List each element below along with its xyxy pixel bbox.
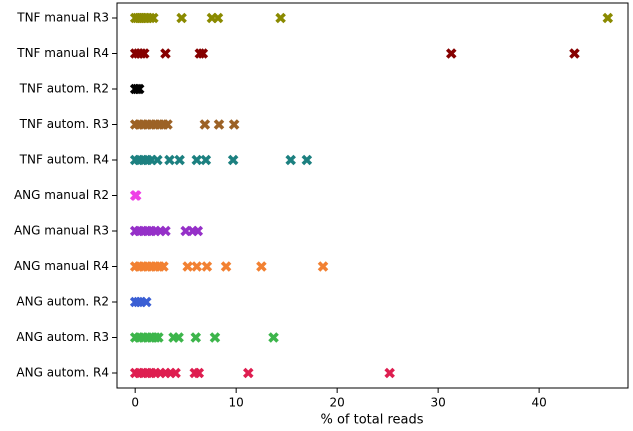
y-tick-label: TNF manual R4 bbox=[16, 46, 109, 60]
y-tick-label: ANG autom. R3 bbox=[16, 330, 109, 344]
point bbox=[317, 261, 329, 272]
point bbox=[174, 154, 185, 166]
y-tick-label: ANG manual R3 bbox=[14, 224, 109, 238]
point bbox=[158, 261, 169, 272]
point bbox=[190, 332, 202, 343]
x-tick-label: 10 bbox=[229, 396, 244, 410]
x-tick-label: 40 bbox=[531, 396, 546, 410]
x-axis-label: % of total reads bbox=[320, 413, 423, 428]
point bbox=[141, 296, 152, 308]
point bbox=[130, 190, 142, 201]
point bbox=[191, 154, 203, 166]
point bbox=[268, 332, 279, 343]
y-tick-label: ANG autom. R2 bbox=[16, 295, 109, 309]
point bbox=[164, 154, 175, 166]
point bbox=[152, 154, 163, 166]
y-tick-label: ANG manual R4 bbox=[14, 259, 109, 273]
y-tick-label: ANG autom. R4 bbox=[16, 366, 109, 380]
point bbox=[170, 367, 181, 379]
point bbox=[192, 225, 204, 237]
point bbox=[301, 154, 313, 166]
plot-frame bbox=[116, 2, 629, 389]
point bbox=[133, 83, 145, 95]
y-tick-label: TNF autom. R3 bbox=[19, 117, 109, 131]
x-tick-label: 30 bbox=[431, 396, 446, 410]
point bbox=[243, 367, 254, 379]
point bbox=[275, 12, 286, 24]
point bbox=[160, 225, 171, 237]
y-tick-label: TNF autom. R2 bbox=[19, 82, 109, 96]
point bbox=[193, 367, 205, 379]
point bbox=[199, 119, 211, 130]
x-tick-label: 0 bbox=[131, 396, 139, 410]
point bbox=[160, 48, 171, 59]
point bbox=[162, 119, 173, 130]
y-tick-label: ANG manual R2 bbox=[14, 188, 109, 202]
point bbox=[209, 332, 221, 343]
point bbox=[227, 154, 239, 166]
point bbox=[191, 261, 203, 272]
point bbox=[256, 261, 267, 272]
y-tick-label: TNF manual R3 bbox=[16, 11, 109, 25]
point bbox=[197, 48, 209, 59]
point bbox=[228, 119, 240, 130]
point bbox=[200, 154, 212, 166]
point bbox=[138, 48, 150, 59]
point bbox=[173, 332, 184, 343]
point bbox=[445, 48, 457, 59]
x-tick-label: 20 bbox=[330, 396, 345, 410]
point bbox=[148, 12, 159, 24]
point bbox=[212, 12, 224, 24]
point bbox=[285, 154, 296, 166]
point bbox=[153, 332, 164, 343]
point bbox=[201, 261, 213, 272]
point bbox=[384, 367, 395, 379]
point bbox=[220, 261, 232, 272]
point bbox=[213, 119, 225, 130]
point bbox=[176, 12, 187, 24]
y-tick-label: TNF autom. R4 bbox=[19, 153, 109, 167]
point bbox=[182, 261, 193, 272]
point bbox=[569, 48, 580, 59]
point bbox=[602, 12, 614, 24]
